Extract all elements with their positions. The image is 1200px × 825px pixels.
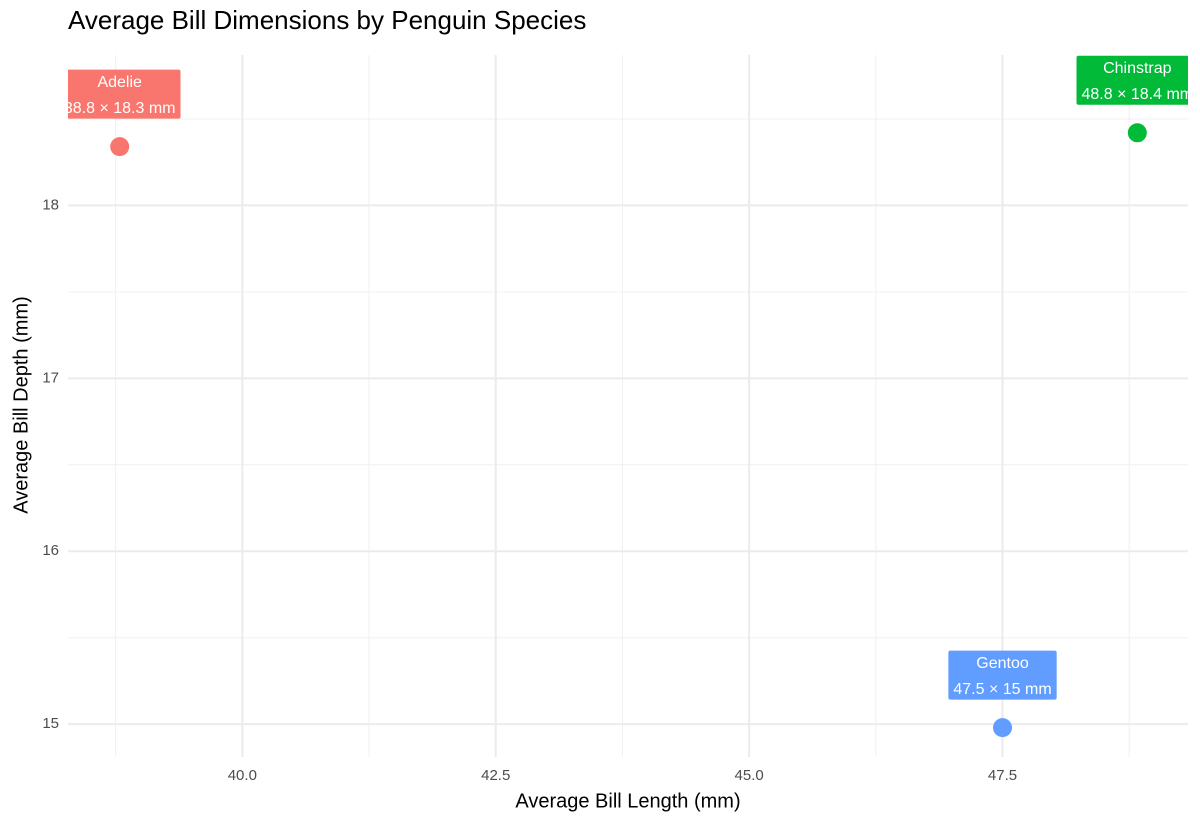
label-box	[948, 650, 1057, 700]
data-label: 48.8 × 18.4 mm	[1082, 86, 1194, 103]
label-box	[1076, 55, 1188, 105]
y-tick-label: 18	[42, 196, 59, 213]
grid: 40.0 42.5 45.0 47.5 15 16 17 18	[42, 55, 1188, 784]
data-label: 38.8 × 18.3 mm	[64, 100, 176, 117]
y-axis-title: Average Bill Depth (mm)	[10, 296, 32, 513]
label-box	[68, 69, 181, 119]
data-label: 47.5 × 15 mm	[953, 681, 1051, 698]
x-tick-label: 42.5	[481, 767, 510, 784]
point-label: Gentoo 47.5 × 15 mm	[948, 650, 1057, 700]
plot-panel: Adelie 38.8 × 18.3 mm Chinstrap 48.8 × 18.4…	[64, 55, 1194, 738]
point	[110, 137, 130, 157]
label-name: Gentoo	[976, 655, 1029, 672]
y-tick-label: 17	[42, 369, 59, 386]
chart-title: Average Bill Dimensions by Penguin Speci…	[68, 5, 586, 35]
point-label: Chinstrap 48.8 × 18.4 mm	[1076, 55, 1194, 105]
x-axis-title: Average Bill Length (mm)	[515, 790, 740, 812]
y-tick-label: 15	[42, 715, 59, 732]
point	[993, 718, 1013, 738]
point	[1127, 123, 1147, 143]
x-tick-label: 47.5	[988, 767, 1017, 784]
label-name: Chinstrap	[1103, 60, 1172, 77]
y-tick-label: 16	[42, 542, 59, 559]
x-tick-label: 40.0	[228, 767, 257, 784]
label-name: Adelie	[97, 74, 142, 91]
x-tick-label: 45.0	[735, 767, 764, 784]
point-label: Adelie 38.8 × 18.3 mm	[64, 69, 181, 119]
